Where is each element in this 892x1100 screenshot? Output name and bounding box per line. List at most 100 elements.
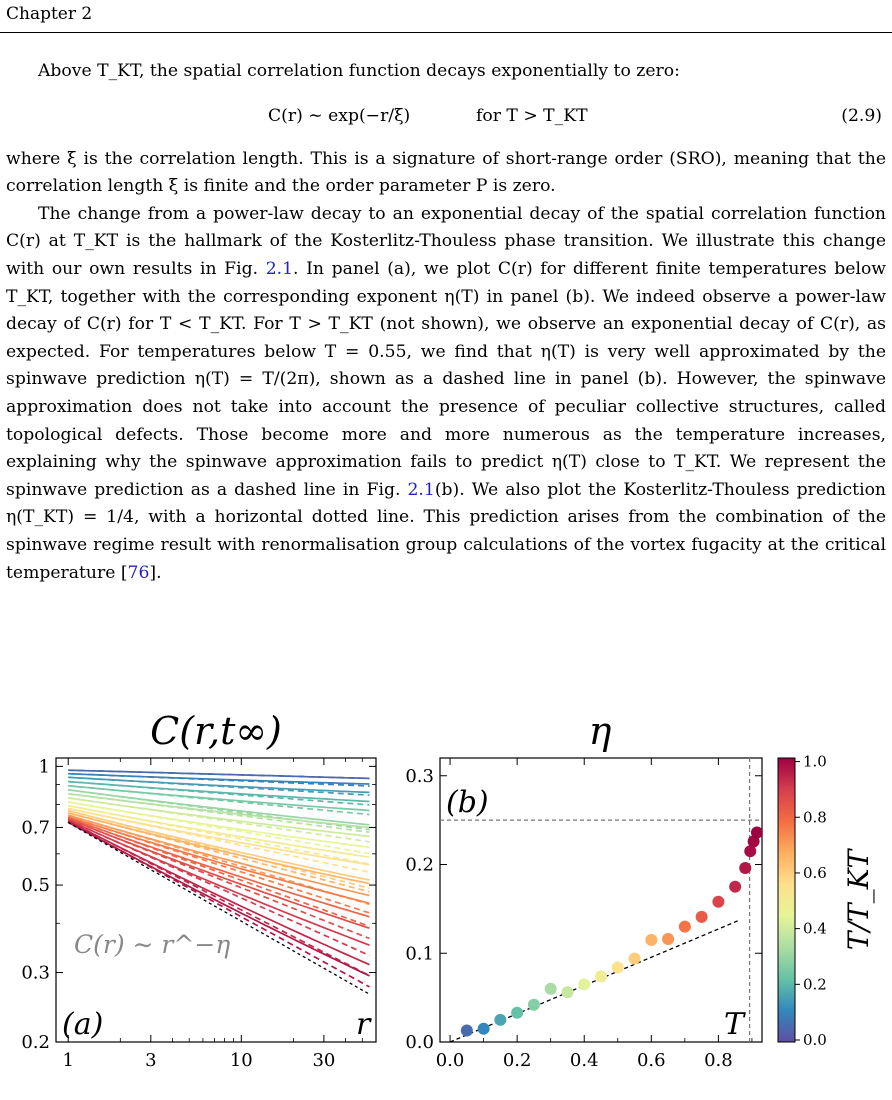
eta-data-point xyxy=(729,880,742,893)
y-tick-label: 0.2 xyxy=(21,1032,50,1053)
chapter-header: Chapter 2 xyxy=(6,4,93,24)
colorbar-tick-label: 0.0 xyxy=(803,1031,827,1049)
panel-a-ticks: 1 3 10 30 0.2 0.3 0.5 0.7 1 xyxy=(21,756,376,1071)
colorbar-tick-label: 0.8 xyxy=(803,808,827,826)
paragraph-2: where ξ is the correlation length. This … xyxy=(6,148,886,197)
eta-data-point xyxy=(578,978,591,991)
figure-ref-link[interactable]: 2.1 xyxy=(265,258,294,279)
panel-a-xlabel: r xyxy=(356,1007,372,1042)
powerlaw-fit-line xyxy=(68,804,370,865)
powerlaw-fit-line xyxy=(67,819,370,957)
powerlaw-fit-line xyxy=(68,784,370,816)
paragraph-3-part-1: The change from a power-law decay to an … xyxy=(6,203,886,279)
equation-condition: for T > T_KT xyxy=(476,105,588,126)
colorbar-tick-label: 0.2 xyxy=(803,975,827,993)
eta-data-point xyxy=(611,961,624,974)
panel-a-title: C(r,t∞) xyxy=(150,709,282,753)
correlation-curve xyxy=(67,815,370,905)
powerlaw-fit-line xyxy=(68,792,370,834)
colorbar xyxy=(777,757,796,1043)
paragraph-1: Above T_KT, the spatial correlation func… xyxy=(38,61,680,81)
powerlaw-fit-line xyxy=(68,780,370,806)
equation-number: (2.9) xyxy=(841,105,882,126)
eta-data-point xyxy=(750,826,762,839)
powerlaw-fit-line xyxy=(68,801,370,855)
panel-b-xlabel: T xyxy=(724,1007,746,1042)
x-tick-label: 1 xyxy=(62,1050,73,1071)
figure-2-1: C(r,t∞) 1 3 10 300.20.30.50.71 C(r) ∼ r^−η … xyxy=(21,709,875,1071)
correlation-curve xyxy=(67,821,370,977)
x-tick-label: 0.2 xyxy=(503,1050,532,1071)
y-tick-label: 0.1 xyxy=(405,943,434,964)
paragraph-3-part-3: (b). We also plot the Kosterlitz-Thoules… xyxy=(6,479,886,583)
panel-a-annotation: C(r) ∼ r^−η xyxy=(74,930,230,959)
eta-data-point xyxy=(645,933,658,946)
eta-data-point xyxy=(712,895,725,908)
x-tick-label: 30 xyxy=(312,1050,335,1071)
colorbar-ticks: 0.0 0.2 0.4 0.6 0.8 1.0 xyxy=(795,753,827,1049)
eta-data-point xyxy=(494,1013,507,1026)
colorbar-tick-label: 0.6 xyxy=(803,864,827,882)
equation-main: C(r) ∼ exp(−r/ξ) xyxy=(268,105,411,126)
figure-ref-link-2[interactable]: 2.1 xyxy=(407,479,435,500)
correlation-curve xyxy=(67,820,370,966)
eta-data-point xyxy=(595,970,607,983)
colorbar-tick-label: 1.0 xyxy=(803,753,827,771)
panel-b-label: (b) xyxy=(446,785,489,820)
powerlaw-fit-line xyxy=(68,797,370,843)
eta-data-point xyxy=(739,862,752,875)
panel-b-points xyxy=(460,826,762,1037)
paragraph-3: The change from a power-law decay to an … xyxy=(6,201,886,587)
y-tick-label: 0.0 xyxy=(405,1032,434,1053)
body-text: Above T_KT, the spatial correlation func… xyxy=(6,58,886,587)
y-tick-label: 0.3 xyxy=(21,963,50,984)
eta-data-point xyxy=(662,933,675,946)
x-tick-label: 3 xyxy=(145,1050,156,1071)
eta-data-point xyxy=(678,920,691,933)
eta-data-point xyxy=(527,998,540,1011)
eta-data-point xyxy=(695,910,708,923)
powerlaw-fit-line xyxy=(67,815,370,914)
powerlaw-fit-line xyxy=(67,817,370,928)
panel-a-label: (a) xyxy=(62,1007,103,1042)
y-tick-label: 0.3 xyxy=(405,766,434,787)
eta-data-point xyxy=(628,952,641,965)
eta-data-point xyxy=(511,1006,524,1019)
powerlaw-fit-line xyxy=(68,807,370,874)
y-tick-label: 1 xyxy=(39,756,50,777)
colorbar-label: T/T_KT xyxy=(842,847,875,950)
equation-2-9: C(r) ∼ exp(−r/ξ) for T > T_KT (2.9) xyxy=(6,88,886,144)
panel-b-title: η xyxy=(589,709,612,753)
citation-link[interactable]: 76 xyxy=(127,562,150,583)
panel-b-ticks: 0.0 0.2 0.4 0.6 0.8 0.0 0.1 0.2 0.3 xyxy=(405,758,762,1071)
powerlaw-fit-line xyxy=(67,820,370,977)
powerlaw-fit-line xyxy=(67,818,370,940)
y-tick-label: 0.5 xyxy=(21,875,50,896)
eta-data-point xyxy=(744,845,757,858)
eta-data-point xyxy=(561,986,574,999)
paragraph-3-part-4: ]. xyxy=(149,562,162,583)
panel-b-frame xyxy=(439,757,763,1043)
eta-data-point xyxy=(477,1022,490,1035)
x-tick-label: 10 xyxy=(230,1050,253,1071)
paragraph-3-part-2: . In panel (a), we plot C(r) for differe… xyxy=(6,258,887,500)
powerlaw-fit-line xyxy=(68,772,370,787)
x-tick-label: 0.0 xyxy=(436,1050,465,1071)
panel-a-frame xyxy=(55,757,377,1043)
eta-data-point xyxy=(460,1024,473,1037)
powerlaw-fit-line xyxy=(67,812,370,893)
spinwave-prediction-line xyxy=(449,919,739,1042)
kt-guide-line xyxy=(67,822,370,995)
header-rule xyxy=(0,32,892,33)
y-tick-label: 0.7 xyxy=(21,817,50,838)
powerlaw-fit-line xyxy=(67,821,370,988)
colorbar-tick-label: 0.4 xyxy=(803,920,827,938)
panel-a-series xyxy=(67,769,370,995)
powerlaw-fit-line xyxy=(68,769,370,780)
powerlaw-fit-line xyxy=(68,776,370,797)
y-tick-label: 0.2 xyxy=(405,855,434,876)
x-tick-label: 0.4 xyxy=(570,1050,599,1071)
eta-data-point xyxy=(544,982,557,995)
x-tick-label: 0.8 xyxy=(704,1050,733,1071)
